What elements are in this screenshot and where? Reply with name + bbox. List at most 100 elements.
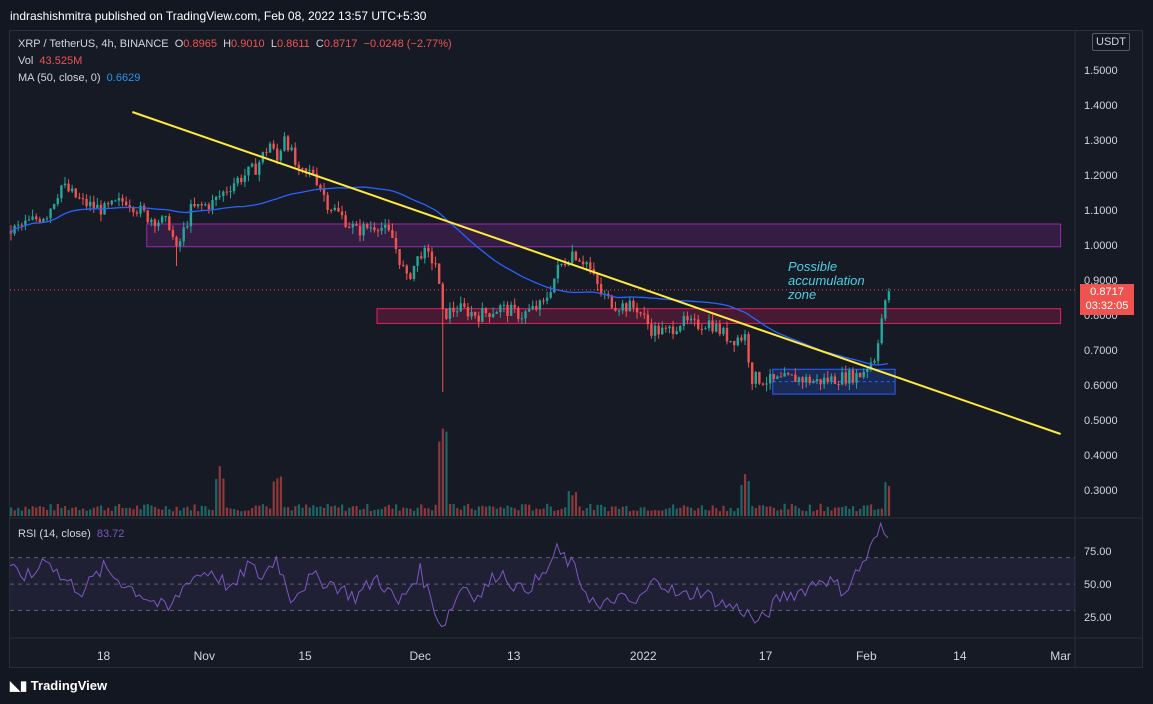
- candle-body: [830, 376, 833, 382]
- volume-bar: [121, 507, 124, 516]
- volume-bar: [805, 511, 808, 516]
- volume-bar: [736, 507, 739, 516]
- high-value: 0.9010: [231, 38, 265, 50]
- candle-body: [574, 251, 578, 261]
- open-value: 0.8965: [183, 38, 217, 50]
- candle-body: [463, 303, 466, 307]
- publisher-text: indrashishmitra published on TradingView…: [10, 9, 427, 23]
- volume-bar: [546, 503, 549, 516]
- candle-body: [747, 334, 750, 363]
- candle-body: [204, 204, 207, 206]
- time-axis-tick: 13: [507, 649, 521, 663]
- candle-body: [801, 377, 804, 383]
- volume-bar: [45, 509, 49, 516]
- candle-body: [750, 362, 754, 384]
- volume-bar: [254, 505, 257, 516]
- volume-bar: [636, 510, 639, 516]
- candle-body: [826, 377, 829, 382]
- candle-body: [671, 326, 675, 335]
- tradingview-logo[interactable]: ◣▮ TradingView: [10, 678, 107, 694]
- candle-body: [729, 341, 732, 343]
- candle-body: [362, 224, 365, 236]
- candle-body: [553, 278, 556, 293]
- candle-body: [682, 316, 686, 326]
- volume-bar: [308, 507, 311, 516]
- volume-bar: [718, 511, 722, 516]
- volume-bar: [279, 476, 283, 516]
- candle-body: [81, 198, 85, 200]
- time-axis-tick: 2022: [630, 649, 657, 663]
- vol-label[interactable]: Vol: [18, 55, 34, 67]
- candle-body: [45, 218, 49, 220]
- volume-bar: [592, 509, 596, 516]
- candle-body: [63, 183, 67, 186]
- volume-bar: [215, 479, 218, 516]
- volume-bar: [571, 495, 574, 516]
- chart-frame[interactable]: [9, 30, 1143, 668]
- candle-body: [599, 284, 603, 295]
- candle-body: [110, 200, 113, 205]
- candle-body: [884, 300, 887, 319]
- candle-body: [517, 307, 520, 319]
- volume-bar: [441, 428, 444, 516]
- volume-bar: [808, 504, 811, 516]
- volume-bar: [164, 506, 167, 516]
- rsi-label[interactable]: RSI (14, close): [18, 528, 91, 540]
- candle-body: [679, 325, 682, 332]
- candle-body: [409, 273, 412, 280]
- volume-bar: [722, 505, 725, 516]
- currency-button[interactable]: USDT: [1092, 33, 1130, 51]
- candle-body: [786, 373, 790, 375]
- volume-bar: [229, 508, 232, 516]
- volume-bar: [499, 506, 502, 516]
- open-label: O: [174, 38, 184, 50]
- footer: [0, 672, 1153, 704]
- volume-bar: [434, 504, 437, 516]
- descending-trendline: [132, 111, 1061, 435]
- candle-body: [560, 263, 563, 265]
- volume-bar: [693, 510, 696, 516]
- price-axis-tick: 1.3000: [1084, 135, 1118, 147]
- volume-legend: Vol 43.525M: [18, 55, 82, 67]
- volume-bar: [787, 509, 790, 516]
- time-axis-tick: 18: [97, 649, 111, 663]
- volume-bar: [769, 506, 772, 516]
- volume-bar: [621, 506, 624, 516]
- candle-body: [290, 147, 293, 151]
- symbol-name[interactable]: XRP / TetherUS, 4h, BINANCE: [18, 38, 169, 50]
- candle-body: [797, 377, 801, 382]
- candle-body: [711, 320, 714, 332]
- candle-body: [833, 376, 837, 384]
- candle-body: [887, 291, 891, 301]
- volume-bar: [168, 509, 171, 516]
- candle-body: [175, 236, 178, 247]
- volume-bar: [823, 511, 826, 516]
- ma-label[interactable]: MA (50, close, 0): [18, 72, 101, 84]
- ma-50-line: [9, 186, 889, 366]
- candle-body: [38, 219, 41, 222]
- volume-bar: [269, 508, 272, 516]
- time-axis-tick: Feb: [856, 649, 877, 663]
- volume-bar: [520, 504, 524, 516]
- volume-bar: [585, 507, 588, 516]
- volume-bar: [218, 466, 221, 516]
- candle-body: [452, 307, 455, 312]
- bar-countdown: 03:32:05: [1085, 300, 1129, 312]
- candle-body: [556, 264, 560, 279]
- candle-body: [840, 372, 844, 385]
- candle-body: [304, 168, 308, 171]
- volume-bar: [751, 505, 754, 516]
- volume-bar: [438, 441, 441, 516]
- volume-bar: [89, 509, 92, 516]
- volume-bar: [747, 481, 750, 516]
- candle-body: [499, 305, 502, 313]
- accumulation-annotation[interactable]: Possible accumulation zone: [788, 260, 865, 302]
- volume-bar: [754, 508, 757, 516]
- volume-bar: [761, 505, 765, 516]
- candle-body: [704, 328, 707, 330]
- volume-bar: [574, 492, 578, 516]
- volume-bar: [474, 510, 477, 516]
- candle-body: [135, 212, 139, 214]
- volume-bar: [862, 505, 865, 516]
